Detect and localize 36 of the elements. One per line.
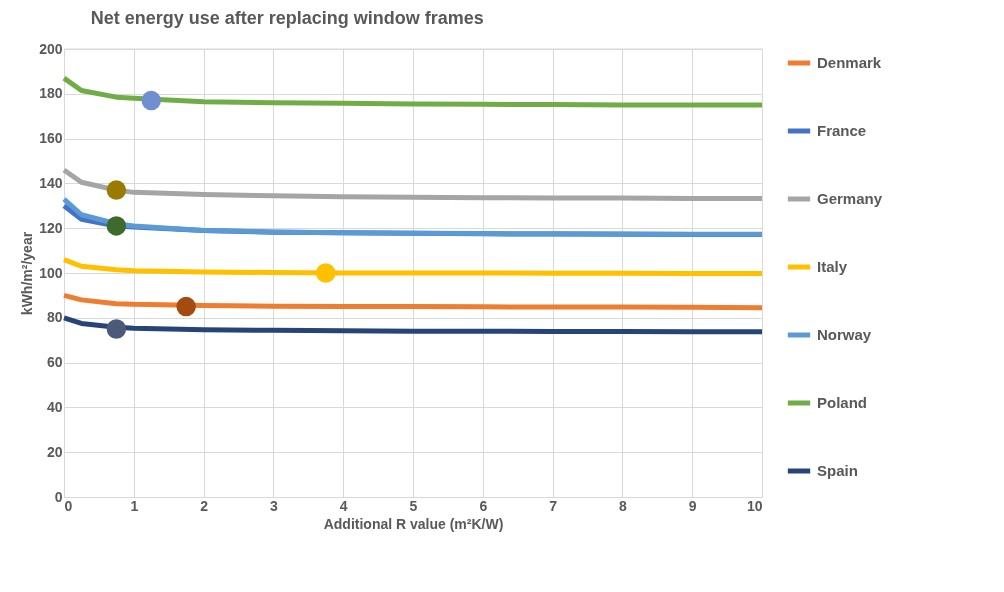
y-tick-label: 140 [39, 174, 63, 191]
y-tick-label: 120 [39, 219, 63, 236]
y-tick-label: 80 [46, 309, 63, 326]
point [141, 90, 161, 111]
y-tick-label: 100 [39, 264, 63, 281]
legend-label: Germany [817, 190, 883, 207]
point [106, 180, 127, 200]
y-tick-label: 180 [39, 85, 63, 102]
x-tick-label: 5 [409, 497, 418, 514]
legend-label: Italy [817, 258, 848, 275]
x-tick-label: 10 [746, 497, 763, 514]
x-tick-label: 7 [549, 497, 558, 514]
x-tick-label: 8 [619, 497, 627, 514]
y-tick-label: 40 [46, 398, 63, 415]
point [106, 319, 127, 339]
x-tick-label: 9 [688, 497, 697, 514]
legend-label: France [817, 122, 867, 139]
point [316, 263, 336, 283]
y-tick-label: 60 [46, 354, 63, 371]
x-tick-label: 4 [339, 497, 348, 514]
legend-label: Poland [817, 394, 868, 411]
y-tick-label: 200 [39, 40, 63, 57]
y-axis-title: kWh/m²/year [19, 231, 36, 316]
x-tick-label: 6 [479, 497, 488, 514]
x-axis-title: Additional R value (m²K/W) [323, 515, 504, 532]
legend-label: Denmark [817, 54, 882, 71]
x-tick-label: 1 [130, 497, 139, 514]
point [106, 216, 127, 236]
x-tick-label: 3 [270, 497, 278, 514]
y-tick-label: 20 [46, 443, 63, 460]
point [176, 296, 196, 317]
chart-title: Net energy use after replacing window frames [90, 8, 484, 28]
legend-label: Norway [817, 326, 872, 343]
x-tick-label: 2 [200, 497, 209, 514]
y-tick-label: 160 [39, 130, 63, 147]
legend-label: Spain [817, 462, 858, 479]
